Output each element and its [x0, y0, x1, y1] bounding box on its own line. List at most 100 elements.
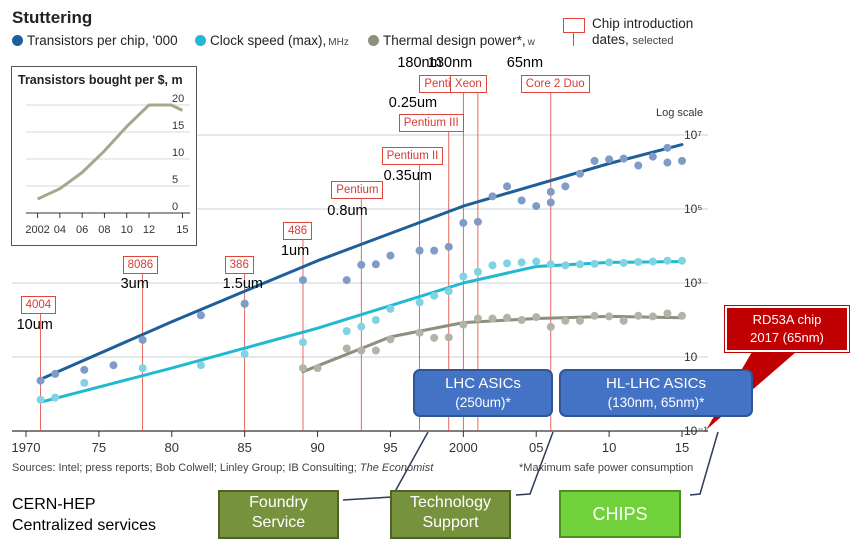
data-point: [371, 346, 380, 355]
data-point: [488, 261, 497, 270]
data-point: [605, 312, 614, 321]
data-point: [444, 333, 453, 342]
data-point: [605, 258, 614, 267]
data-point: [619, 258, 628, 267]
data-point: [371, 316, 380, 324]
data-point: [678, 156, 686, 165]
tech-line1: Technology: [410, 494, 491, 511]
source-note: Sources: Intel; press reports; Bob Colwe…: [12, 462, 433, 474]
data-point: [386, 304, 395, 313]
data-point: [503, 313, 512, 322]
chip-box: 8086: [122, 256, 159, 274]
data-point: [648, 152, 657, 161]
data-point: [51, 393, 60, 402]
connector-chips: [689, 431, 719, 496]
data-point: [575, 316, 584, 325]
hllhc-asics-line2: (130nm, 65nm)*: [607, 395, 705, 410]
x-tick-label: 90: [310, 440, 324, 455]
data-point: [240, 350, 249, 359]
x-tick-label: 85: [237, 440, 251, 455]
inset-y-tick-label: 10: [172, 147, 184, 159]
x-tick-label: 75: [92, 440, 106, 455]
inset-chart: 0 5 10 15 20 2002 04 06 08 10 12 15: [25, 93, 190, 236]
data-point: [546, 198, 555, 207]
data-point: [36, 376, 45, 385]
data-point: [575, 260, 584, 269]
data-point: [517, 316, 526, 324]
x-tick-label: 15: [675, 440, 689, 455]
chip-box: 4004: [20, 296, 57, 314]
data-point: [386, 335, 395, 344]
chips-box: CHIPS: [559, 490, 681, 538]
chip-box: Pentium II: [381, 147, 444, 165]
data-point: [590, 311, 599, 320]
data-point: [415, 246, 424, 255]
lhc-asics-line1: LHC ASICs: [445, 375, 521, 392]
data-point: [532, 313, 541, 322]
data-point: [109, 361, 118, 370]
data-point: [590, 259, 599, 268]
lhc-asics-box: LHC ASICs (250um)*: [413, 369, 553, 417]
lhc-asics-line2: (250um)*: [455, 395, 511, 410]
data-point: [473, 217, 482, 226]
legend-transistors-swatch: [12, 35, 23, 46]
legend-clock-unit: MHz: [328, 37, 349, 48]
x-tick-label: 10: [602, 440, 616, 455]
process-node-label: 10um: [16, 317, 53, 333]
process-node-label: 1.5um: [222, 276, 263, 292]
process-node-label: 65nm: [506, 55, 544, 71]
cern-line1: CERN-HEP: [12, 496, 96, 513]
data-point: [430, 333, 439, 342]
data-point: [298, 276, 307, 285]
process-node-label: 0.8um: [327, 203, 368, 219]
process-node-label: 130nm: [427, 55, 473, 71]
cern-label: CERN-HEP Centralized services: [12, 494, 156, 536]
inset-x-tick-label: 12: [143, 224, 155, 236]
data-point: [342, 344, 351, 353]
data-point: [619, 154, 628, 163]
data-point: [517, 196, 526, 205]
data-point: [532, 257, 541, 266]
data-point: [240, 299, 249, 308]
data-point: [663, 143, 672, 152]
data-point: [575, 169, 584, 178]
data-point: [138, 335, 147, 344]
legend-transistors: Transistors per chip, '000: [12, 33, 178, 48]
data-point: [561, 316, 570, 325]
inset-x-tick-label: 06: [76, 224, 88, 236]
data-point: [342, 327, 351, 336]
chip-legend-swatch: [563, 18, 585, 33]
data-point: [430, 291, 439, 300]
data-point: [634, 311, 643, 320]
inset-x-tick-label: 10: [121, 224, 133, 236]
data-point: [648, 257, 657, 266]
data-point: [459, 320, 468, 329]
chip-legend-text: Chip introduction dates, selected: [592, 16, 693, 49]
data-point: [196, 361, 205, 370]
source-text: Sources: Intel; press reports; Bob Colwe…: [12, 462, 357, 474]
inset-y-tick-label: 5: [172, 174, 178, 186]
y-tick-label: 10: [684, 350, 698, 364]
data-point: [313, 364, 322, 373]
data-point: [36, 395, 45, 404]
data-point: [386, 251, 395, 260]
y-tick-label: 10⁻¹: [684, 424, 708, 438]
legend-tdp-unit: w: [527, 37, 535, 48]
inset-y-tick-label: 15: [172, 120, 184, 132]
chip-box: Core 2 Duo: [520, 75, 590, 93]
chip-legend-stem: [573, 32, 574, 46]
data-point: [444, 287, 453, 296]
data-point: [342, 276, 351, 285]
inset-x-tick-label: 15: [176, 224, 188, 236]
data-point: [357, 322, 366, 331]
data-point: [371, 260, 380, 269]
data-point: [678, 311, 686, 320]
foundry-line1: Foundry: [249, 494, 308, 511]
hllhc-asics-line1: HL-LHC ASICs: [605, 375, 707, 392]
inset-chart-frame: Transistors bought per $, m 0 5 10 15 20 2002…: [11, 66, 197, 246]
data-point: [488, 192, 497, 201]
source-italic: The Economist: [359, 462, 434, 474]
data-point: [459, 218, 468, 227]
chip-box: 486: [282, 222, 313, 240]
legend-tdp-label: Thermal design power*,: [383, 33, 526, 48]
